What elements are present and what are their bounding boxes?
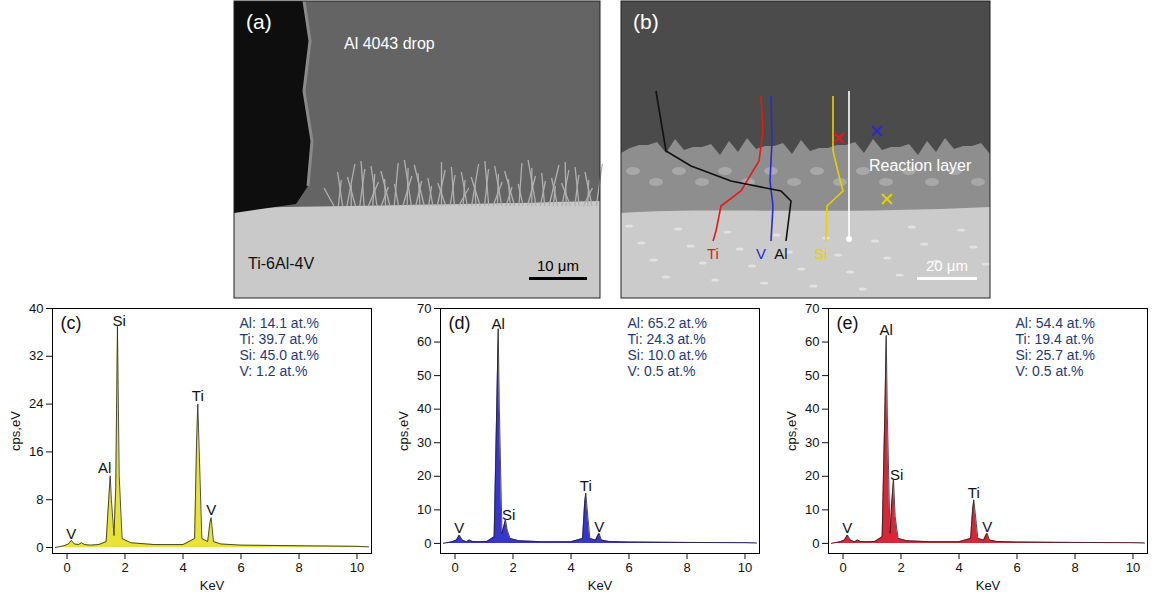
svg-text:Al: 14.1 at.%Ti: 39.7 at.%Si:: Al: 14.1 at.%Ti: 39.7 at.%Si: 45.0 at.%V… (240, 315, 319, 379)
svg-text:40: 40 (417, 401, 431, 416)
svg-text:30: 30 (805, 435, 819, 450)
svg-text:Al: Al (492, 315, 505, 332)
svg-text:60: 60 (417, 334, 431, 349)
svg-text:V: V (66, 525, 76, 542)
svg-text:Ti: Ti (192, 387, 204, 404)
svg-text:Si: Si (502, 506, 515, 523)
svg-text:0: 0 (63, 560, 70, 575)
svg-text:8: 8 (683, 560, 690, 575)
svg-text:20: 20 (417, 468, 431, 483)
svg-text:0: 0 (812, 536, 819, 551)
svg-text:16: 16 (29, 444, 43, 459)
svg-text:Si: Si (814, 245, 827, 262)
svg-text:0: 0 (36, 540, 43, 555)
svg-text:V: V (842, 519, 852, 536)
svg-text:0: 0 (451, 560, 458, 575)
svg-text:V: V (756, 245, 766, 262)
svg-text:(b): (b) (633, 10, 659, 33)
svg-text:(a): (a) (246, 10, 272, 33)
svg-text:10: 10 (805, 502, 819, 517)
svg-text:Al: 54.4 at.%Ti: 19.4 at.%Si:: Al: 54.4 at.%Ti: 19.4 at.%Si: 25.7 at.%V… (1016, 315, 1095, 379)
svg-text:6: 6 (1013, 560, 1020, 575)
svg-text:Al: Al (774, 245, 787, 262)
svg-text:Ti-6Al-4V: Ti-6Al-4V (248, 255, 314, 272)
svg-text:6: 6 (625, 560, 632, 575)
svg-text:KeV: KeV (588, 578, 613, 593)
svg-text:10: 10 (738, 560, 752, 575)
svg-text:20 μm: 20 μm (926, 257, 968, 274)
svg-text:70: 70 (805, 301, 819, 316)
svg-text:40: 40 (805, 401, 819, 416)
svg-text:8: 8 (295, 560, 302, 575)
svg-text:2: 2 (509, 560, 516, 575)
svg-text:(c): (c) (61, 313, 82, 333)
svg-text:8: 8 (36, 492, 43, 507)
svg-text:10: 10 (1126, 560, 1140, 575)
svg-text:8: 8 (1071, 560, 1078, 575)
svg-text:cps,eV: cps,eV (8, 411, 23, 451)
svg-text:0: 0 (839, 560, 846, 575)
svg-text:V: V (982, 518, 992, 535)
svg-text:Ti: Ti (968, 484, 980, 501)
svg-text:6: 6 (237, 560, 244, 575)
svg-text:(e): (e) (837, 313, 859, 333)
svg-text:50: 50 (417, 368, 431, 383)
svg-text:10: 10 (350, 560, 364, 575)
svg-text:2: 2 (121, 560, 128, 575)
svg-text:cps,eV: cps,eV (784, 411, 799, 451)
svg-text:60: 60 (805, 334, 819, 349)
svg-text:2: 2 (897, 560, 904, 575)
svg-text:KeV: KeV (976, 578, 1001, 593)
svg-text:32: 32 (29, 348, 43, 363)
svg-text:70: 70 (417, 301, 431, 316)
svg-text:KeV: KeV (200, 578, 225, 593)
svg-text:cps,eV: cps,eV (396, 411, 411, 451)
svg-text:Al: Al (880, 321, 893, 338)
svg-text:Al 4043 drop: Al 4043 drop (344, 35, 435, 52)
svg-text:20: 20 (805, 468, 819, 483)
svg-text:4: 4 (179, 560, 186, 575)
svg-text:(d): (d) (449, 313, 471, 333)
svg-text:Al: 65.2 at.%Ti: 24.3 at.%Si:: Al: 65.2 at.%Ti: 24.3 at.%Si: 10.0 at.%V… (628, 315, 707, 379)
svg-text:Reaction layer: Reaction layer (869, 157, 972, 174)
svg-text:10: 10 (417, 502, 431, 517)
svg-text:V: V (594, 518, 604, 535)
svg-text:Si: Si (890, 466, 903, 483)
svg-text:Ti: Ti (707, 245, 719, 262)
svg-text:0: 0 (424, 536, 431, 551)
svg-text:V: V (206, 501, 216, 518)
svg-text:24: 24 (29, 396, 43, 411)
svg-text:Ti: Ti (580, 477, 592, 494)
svg-text:50: 50 (805, 368, 819, 383)
svg-text:4: 4 (955, 560, 962, 575)
svg-text:Si: Si (113, 312, 126, 329)
svg-text:30: 30 (417, 435, 431, 450)
svg-text:4: 4 (567, 560, 574, 575)
svg-text:10 μm: 10 μm (537, 257, 579, 274)
svg-text:V: V (454, 519, 464, 536)
svg-text:Al: Al (98, 459, 111, 476)
svg-text:40: 40 (29, 301, 43, 316)
